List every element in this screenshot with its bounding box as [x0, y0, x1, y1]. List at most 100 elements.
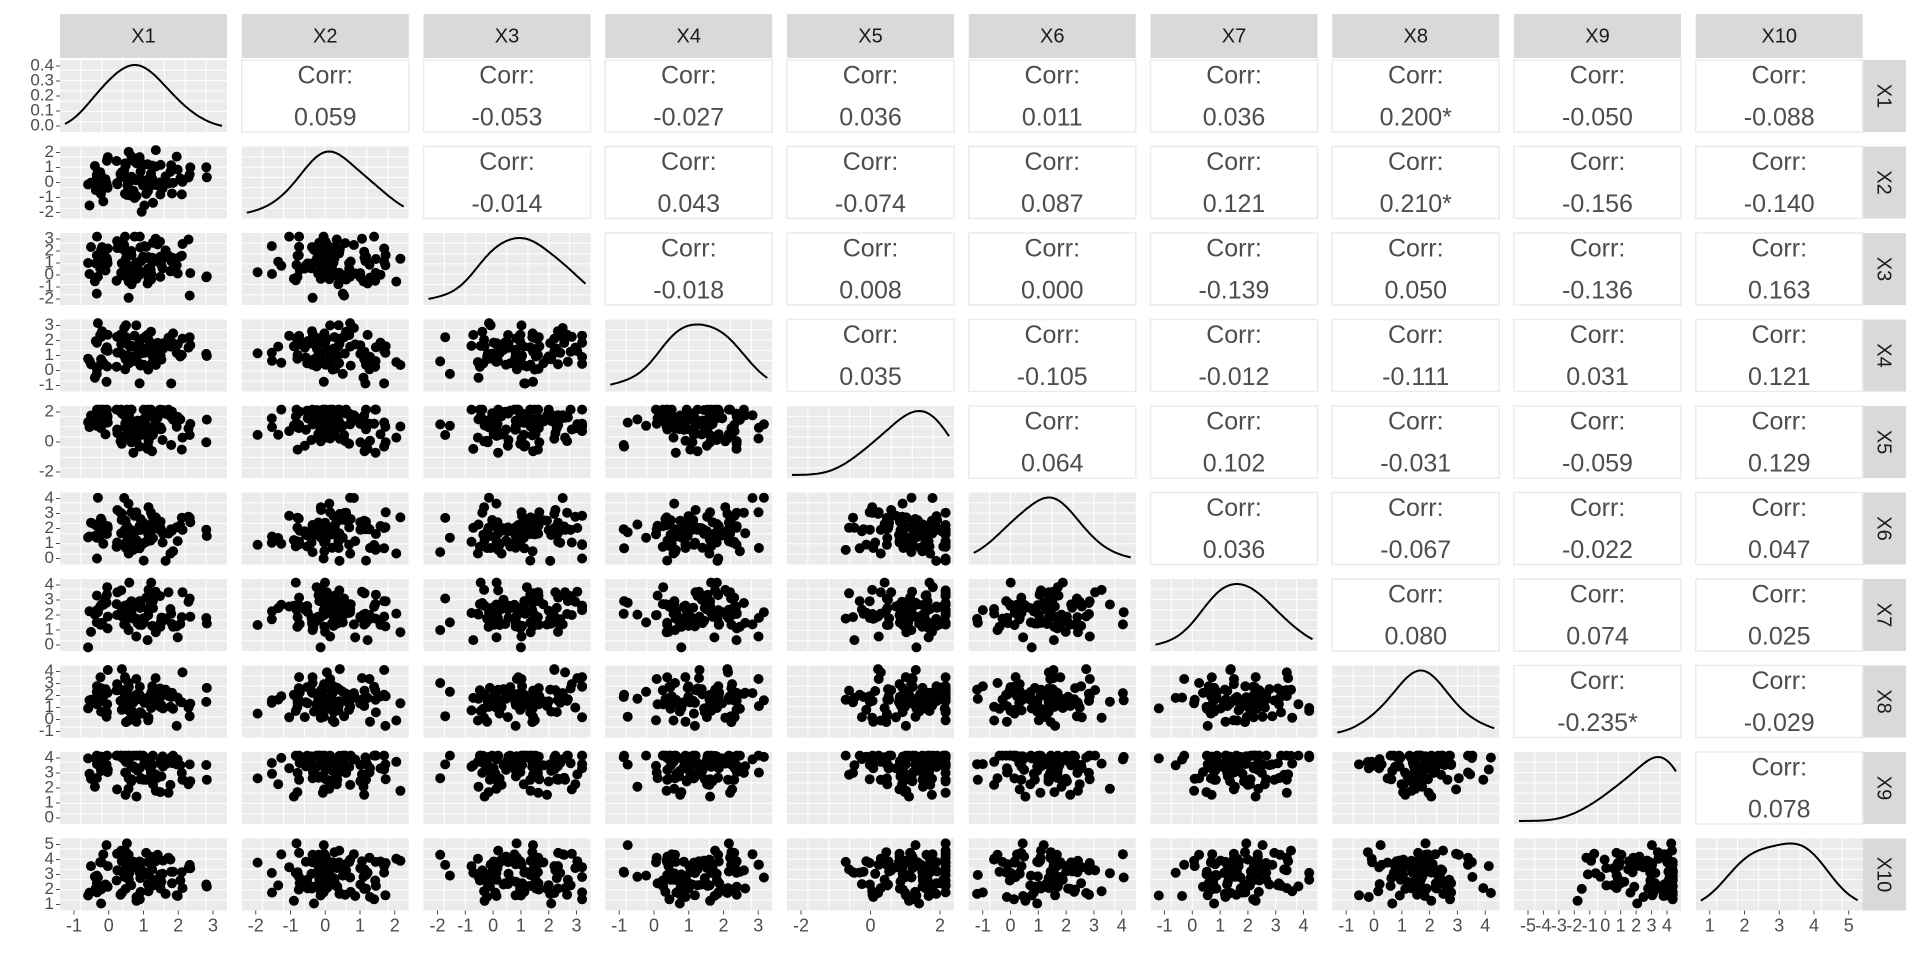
data-point	[1257, 711, 1268, 722]
panel-X6-X2	[241, 492, 409, 566]
data-point	[726, 757, 737, 767]
data-point	[444, 420, 455, 431]
data-point	[882, 779, 893, 790]
data-point	[276, 357, 287, 368]
data-point	[868, 613, 879, 624]
panel-X3-X4: Corr:-0.018	[604, 232, 773, 306]
data-point	[134, 681, 145, 692]
data-point	[317, 852, 328, 863]
data-point	[555, 868, 566, 878]
data-point	[98, 196, 109, 207]
data-point	[577, 872, 588, 882]
data-point	[306, 686, 317, 696]
data-point	[903, 686, 914, 697]
data-point	[150, 855, 161, 866]
data-point	[685, 512, 696, 523]
data-point	[910, 514, 921, 524]
corr-panel-bg	[1695, 664, 1864, 739]
data-point	[1153, 753, 1164, 764]
panel-X2-X2	[241, 146, 409, 219]
data-point	[102, 611, 113, 622]
data-point	[940, 683, 951, 694]
corr-panel-bg	[1695, 232, 1864, 306]
data-point	[500, 619, 511, 629]
data-point	[364, 259, 375, 270]
data-point	[543, 605, 554, 616]
data-point	[907, 540, 918, 550]
data-point	[163, 332, 174, 343]
data-point	[1084, 674, 1095, 684]
data-point	[337, 750, 348, 761]
data-point	[705, 791, 716, 802]
data-point	[510, 424, 521, 435]
column-strip	[1332, 14, 1500, 58]
data-point	[135, 750, 146, 761]
data-point	[148, 533, 158, 543]
corr-label: Corr:	[1751, 581, 1807, 609]
data-point	[1083, 688, 1094, 699]
data-point	[101, 376, 112, 387]
data-point	[184, 290, 195, 301]
corr-value: 0.036	[1203, 104, 1266, 132]
data-point	[380, 596, 391, 607]
data-point	[873, 750, 884, 761]
data-point	[618, 866, 629, 877]
data-point	[344, 438, 355, 449]
data-point	[899, 621, 910, 632]
data-point	[927, 582, 938, 593]
data-point	[292, 701, 303, 712]
data-point	[726, 717, 737, 728]
data-point	[551, 423, 562, 434]
data-point	[150, 673, 161, 684]
data-point	[699, 873, 710, 884]
data-point	[139, 758, 150, 768]
data-point	[155, 189, 166, 200]
data-point	[358, 372, 369, 383]
corr-value: 0.080	[1384, 623, 1447, 651]
data-point	[903, 750, 914, 761]
data-point	[176, 349, 187, 360]
data-point	[111, 541, 122, 552]
panel-X6-X9: Corr:-0.022	[1513, 491, 1682, 566]
data-point	[503, 435, 514, 445]
data-point	[1441, 758, 1451, 769]
data-point	[940, 553, 951, 564]
data-point	[294, 878, 305, 889]
data-point	[435, 547, 446, 558]
data-point	[711, 577, 722, 588]
corr-label: Corr:	[1388, 581, 1444, 609]
column-strip-label: X2	[313, 25, 337, 47]
data-point	[183, 423, 194, 434]
density-curve	[973, 496, 1131, 559]
data-point	[370, 275, 381, 286]
data-point	[1250, 672, 1261, 683]
data-point	[318, 376, 329, 387]
data-point	[329, 757, 340, 767]
data-point	[1043, 602, 1054, 613]
data-point	[664, 894, 675, 905]
corr-label: Corr:	[1206, 62, 1262, 90]
data-point	[565, 758, 576, 769]
data-point	[380, 421, 391, 432]
data-point	[856, 526, 867, 537]
data-point	[550, 505, 561, 515]
data-point	[674, 612, 685, 623]
data-point	[1228, 715, 1239, 726]
data-point	[562, 356, 573, 367]
data-point	[660, 417, 671, 428]
data-point	[1402, 771, 1413, 782]
data-point	[546, 765, 557, 776]
data-point	[345, 548, 356, 559]
data-point	[166, 440, 177, 450]
data-point	[676, 621, 687, 632]
data-point	[500, 525, 511, 536]
data-point	[172, 164, 183, 175]
data-point	[940, 528, 951, 539]
corr-value: -0.014	[472, 190, 543, 218]
data-point	[139, 200, 150, 211]
data-point	[111, 156, 122, 166]
data-point	[273, 880, 284, 891]
data-point	[543, 696, 554, 707]
data-point	[577, 672, 588, 683]
data-point	[940, 715, 951, 726]
